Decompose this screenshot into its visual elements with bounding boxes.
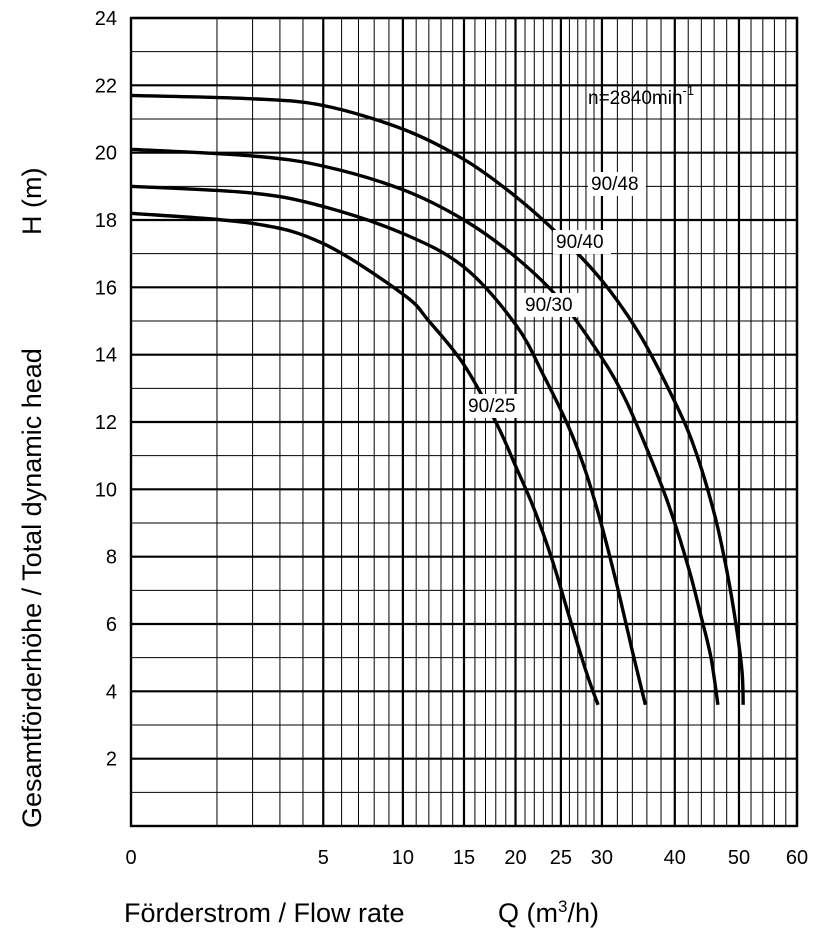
y-tick-label: 24 — [95, 8, 117, 30]
x-tick-label: 0 — [125, 847, 136, 869]
x-tick-label: 10 — [392, 847, 414, 869]
curve-label-text: 90/48 — [591, 174, 639, 195]
speed-label-sup: -1 — [683, 83, 695, 98]
y-axis-title: Gesamtförderhöhe / Total dynamic head — [17, 348, 47, 828]
curve-label-text: 90/40 — [556, 232, 604, 253]
y-tick-label: 16 — [95, 277, 117, 299]
curve-label-text: 90/30 — [525, 295, 573, 316]
x-tick-label: 20 — [504, 847, 526, 869]
y-tick-label: 2 — [106, 749, 117, 771]
y-tick-label: 4 — [106, 681, 117, 703]
y-tick-label: 12 — [95, 412, 117, 434]
grid — [129, 16, 799, 828]
curve-label-90-40: 90/40 — [553, 230, 611, 254]
y-tick-label: 18 — [95, 210, 117, 232]
x-axis-title-text: Förderstrom / Flow rate — [124, 898, 405, 928]
curve-90-40 — [130, 147, 720, 706]
curve-90-48 — [130, 93, 745, 705]
x-axis-unit-sup: 3 — [558, 897, 567, 916]
y-axis-unit-text: H (m) — [17, 168, 47, 235]
y-tick-label: 10 — [95, 479, 117, 501]
y-axis-unit: H (m) — [17, 168, 47, 235]
curve-label-90-30: 90/30 — [522, 293, 580, 317]
y-tick-label: 22 — [95, 75, 117, 97]
x-tick-label: 40 — [664, 847, 686, 869]
x-axis-unit-suffix: /h) — [567, 898, 599, 928]
labels: 0 5 10 15 20 25 30 40 50 602468101214161820222490… — [95, 8, 808, 869]
curve-label-90-25: 90/25 — [465, 394, 523, 418]
x-tick-label: 30 — [591, 847, 613, 869]
speed-label: n=2840min-1 — [588, 83, 694, 109]
x-tick-label: 25 — [550, 847, 572, 869]
curve-90-30 — [130, 184, 648, 706]
x-axis-title: Förderstrom / Flow rate — [124, 898, 405, 928]
plot-frame — [129, 16, 799, 828]
x-tick-label: 5 — [318, 847, 329, 869]
x-tick-label: 15 — [453, 847, 475, 869]
x-tick-label: 60 — [786, 847, 808, 869]
curve-label-90-48: 90/48 — [588, 172, 646, 196]
y-tick-label: 8 — [106, 547, 117, 569]
x-axis-unit: Q (m3/h) — [498, 897, 599, 928]
speed-label-text: n=2840min — [588, 88, 683, 109]
x-tick-label: 50 — [728, 847, 750, 869]
y-axis-title-text: Gesamtförderhöhe / Total dynamic head — [17, 348, 47, 828]
y-tick-label: 14 — [95, 345, 117, 367]
curve-label-text: 90/25 — [468, 396, 516, 417]
x-axis-unit-prefix: Q (m — [498, 898, 558, 928]
y-tick-label: 20 — [95, 143, 117, 165]
y-tick-label: 6 — [106, 614, 117, 636]
